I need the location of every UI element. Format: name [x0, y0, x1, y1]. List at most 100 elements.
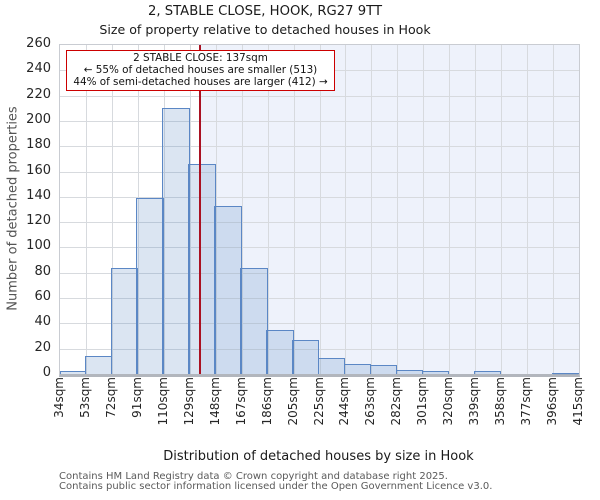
y-tick-label: 200 — [26, 111, 51, 127]
annotation-smaller-line: ← 55% of detached houses are smaller (51… — [83, 64, 318, 76]
property-size-marker-line — [199, 45, 202, 374]
histogram-bar-fill — [137, 199, 163, 374]
histogram-bar — [344, 363, 372, 374]
x-tick-label: 34sqm — [52, 377, 66, 418]
vertical-gridline — [137, 45, 139, 374]
histogram-bar-fill — [267, 330, 293, 374]
histogram-bar — [395, 370, 424, 374]
larger-than-property-shaded-region — [200, 45, 579, 374]
vertical-gridline — [293, 45, 295, 374]
histogram-bar — [370, 365, 398, 374]
vertical-gridline — [371, 45, 373, 374]
y-tick-label: 0 — [42, 365, 51, 380]
y-tick-label: 160 — [26, 162, 51, 178]
histogram-bar-fill — [111, 268, 137, 374]
vertical-gridline — [397, 45, 399, 374]
x-tick-label: 167sqm — [233, 377, 248, 426]
histogram-bar — [551, 372, 579, 374]
vertical-gridline — [319, 45, 321, 374]
histogram-bar-fill — [241, 268, 267, 374]
x-tick-label: 415sqm — [571, 377, 585, 426]
y-tick-label: 240 — [26, 61, 51, 77]
footer-attribution-line-1: Contains HM Land Registry data © Crown c… — [59, 471, 448, 482]
x-tick-label: 205sqm — [285, 377, 300, 426]
x-tick-label: 244sqm — [337, 377, 352, 426]
histogram-bar — [318, 357, 346, 374]
x-tick-label: 396sqm — [545, 377, 560, 426]
chart-subtitle: Size of property relative to detached ho… — [99, 22, 431, 37]
x-tick-label: 53sqm — [77, 377, 92, 418]
vertical-gridline — [345, 45, 347, 374]
histogram-bar — [110, 267, 138, 374]
vertical-gridline — [189, 45, 191, 374]
x-tick-label: 72sqm — [103, 377, 118, 418]
histogram-bar — [60, 371, 86, 374]
histogram-bar-fill — [319, 358, 345, 374]
plot-area — [59, 44, 580, 377]
chart-title: 2, STABLE CLOSE, HOOK, RG27 9TT — [148, 4, 382, 19]
y-tick-label: 80 — [34, 263, 51, 279]
histogram-bar-fill — [422, 372, 449, 374]
vertical-gridline — [527, 45, 529, 374]
x-tick-label: 282sqm — [389, 377, 404, 426]
histogram-bar — [292, 339, 320, 374]
vertical-gridline — [163, 45, 165, 374]
histogram-bar — [136, 198, 164, 374]
x-tick-label: 339sqm — [467, 377, 482, 426]
histogram-bar — [84, 356, 112, 374]
annotation-property-line: 2 STABLE CLOSE: 137sqm — [133, 52, 268, 64]
y-tick-label: 60 — [34, 289, 51, 305]
footer-attribution-line-2: Contains public sector information licen… — [59, 481, 493, 492]
y-tick-label: 120 — [26, 213, 51, 229]
x-tick-label: 263sqm — [363, 377, 378, 426]
histogram-bar — [266, 329, 294, 374]
y-tick-label: 220 — [26, 86, 51, 102]
annotation-box: 2 STABLE CLOSE: 137sqm ← 55% of detached… — [66, 50, 335, 91]
vertical-gridline — [475, 45, 477, 374]
histogram-bar-fill — [215, 206, 241, 374]
vertical-gridline — [553, 45, 555, 374]
x-tick-label: 320sqm — [441, 377, 456, 426]
y-tick-label: 20 — [34, 339, 51, 355]
x-tick-label: 301sqm — [415, 377, 430, 426]
x-tick-label: 377sqm — [519, 377, 534, 426]
histogram-bar — [240, 267, 268, 374]
histogram-bar — [473, 371, 502, 374]
histogram-bar-fill — [85, 357, 111, 374]
histogram-bar — [214, 205, 242, 374]
x-tick-label: 358sqm — [493, 377, 508, 426]
x-axis-label: Distribution of detached houses by size … — [163, 449, 474, 464]
histogram-bar — [162, 108, 190, 374]
vertical-gridline — [423, 45, 425, 374]
y-tick-label: 140 — [26, 187, 51, 203]
histogram-bar-fill — [396, 371, 423, 374]
vertical-gridline — [267, 45, 269, 374]
x-tick-label: 129sqm — [181, 377, 196, 426]
x-tick-label: 91sqm — [129, 377, 144, 418]
vertical-gridline — [111, 45, 113, 374]
x-tick-label: 148sqm — [207, 377, 222, 426]
x-tick-label: 110sqm — [155, 377, 170, 426]
histogram-bar-fill — [61, 372, 85, 374]
y-tick-label: 100 — [26, 238, 51, 254]
x-tick-label: 225sqm — [311, 377, 326, 426]
histogram-bar — [421, 371, 450, 374]
y-tick-label: 180 — [26, 137, 51, 153]
histogram-bar — [188, 163, 216, 374]
vertical-gridline — [215, 45, 217, 374]
histogram-bar-fill — [474, 372, 501, 374]
histogram-bar-fill — [345, 364, 371, 374]
y-tick-label: 260 — [26, 36, 51, 51]
x-tick-label: 186sqm — [259, 377, 274, 426]
vertical-gridline — [501, 45, 503, 374]
annotation-larger-line: 44% of semi-detached houses are larger (… — [73, 76, 328, 88]
vertical-gridline — [85, 45, 87, 374]
vertical-gridline — [241, 45, 243, 374]
histogram-bar-fill — [163, 109, 189, 374]
histogram-bar-fill — [371, 366, 397, 374]
vertical-gridline — [449, 45, 451, 374]
histogram-bar-fill — [293, 340, 319, 374]
histogram-bar-fill — [189, 164, 215, 374]
y-tick-label: 40 — [34, 314, 51, 330]
